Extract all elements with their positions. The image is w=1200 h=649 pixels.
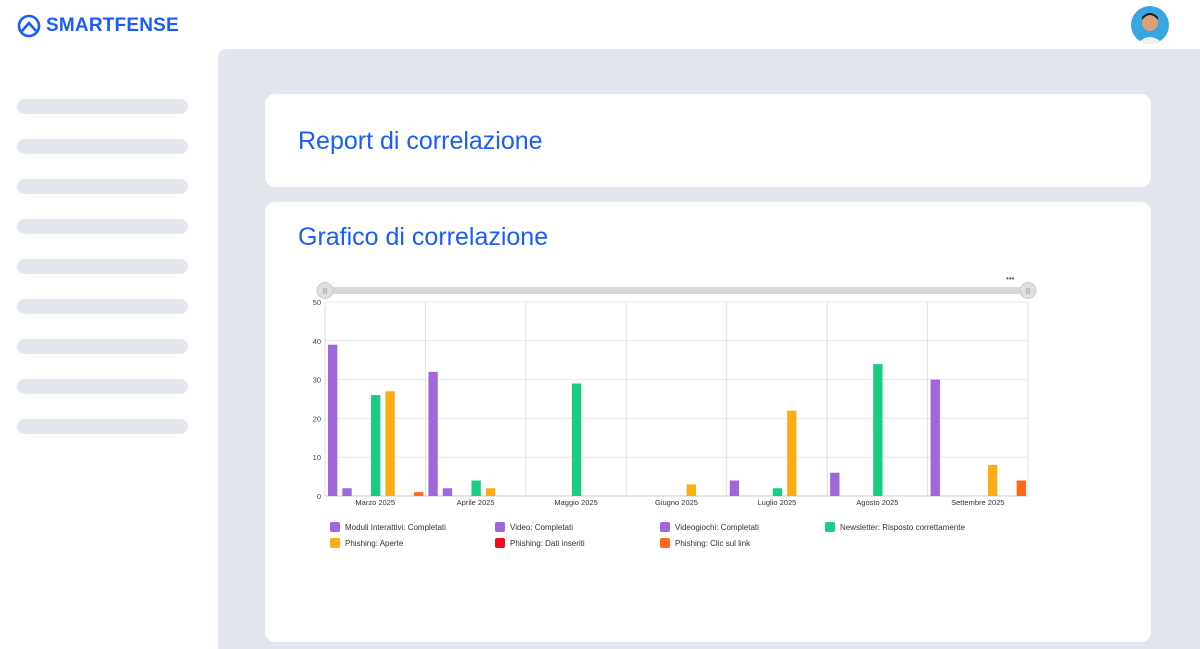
zoom-slider-track[interactable] — [325, 287, 1028, 294]
y-tick-label: 0 — [317, 492, 321, 501]
bar[interactable] — [342, 488, 352, 496]
logo-icon — [17, 14, 41, 38]
legend-swatch — [330, 538, 340, 548]
sidebar-item[interactable] — [17, 419, 188, 434]
legend-item[interactable]: Phishing: Aperte — [330, 538, 495, 548]
legend-label: Phishing: Aperte — [345, 538, 404, 548]
x-tick-label: Agosto 2025 — [856, 498, 898, 507]
bar[interactable] — [385, 391, 395, 496]
legend-label: Moduli Interattivi: Completati — [345, 522, 446, 532]
legend-swatch — [825, 522, 835, 532]
handle-grip-icon: II — [323, 287, 327, 296]
sidebar-item[interactable] — [17, 379, 188, 394]
legend-label: Newsletter: Risposto correttamente — [840, 522, 965, 532]
chart-title: Grafico di correlazione — [298, 223, 549, 251]
legend-swatch — [660, 538, 670, 548]
x-tick-label: Maggio 2025 — [554, 498, 597, 507]
brand-name: SMARTFENSE — [46, 15, 179, 36]
legend-swatch — [495, 538, 505, 548]
handle-grip-icon: II — [1026, 287, 1030, 296]
avatar[interactable] — [1131, 6, 1169, 44]
correlation-chart: II II 0 10 20 30 40 50 Marzo 2025 Aprile 2025 Magg… — [313, 282, 1037, 507]
legend-swatch — [495, 522, 505, 532]
bar[interactable] — [729, 480, 740, 496]
legend-item[interactable]: Moduli Interattivi: Completati — [330, 522, 495, 532]
y-tick-label: 40 — [313, 337, 321, 346]
sidebar-item[interactable] — [17, 99, 188, 114]
bar[interactable] — [414, 492, 424, 496]
legend-item[interactable]: Phishing: Dati inseriti — [495, 538, 660, 548]
chart-legend: Moduli Interattivi: Completati Video: Com… — [330, 522, 1030, 548]
zoom-slider-handle[interactable] — [1019, 282, 1037, 299]
report-card: Report di correlazione — [265, 94, 1151, 187]
legend-label: Videogiochi: Completati — [675, 522, 759, 532]
bar[interactable] — [428, 371, 438, 496]
legend-label: Phishing: Dati inseriti — [510, 538, 585, 548]
bar[interactable] — [987, 464, 998, 496]
bar[interactable] — [371, 395, 381, 496]
x-tick-label: Marzo 2025 — [355, 498, 395, 507]
y-tick-label: 30 — [313, 376, 321, 385]
bar[interactable] — [830, 472, 840, 496]
bar[interactable] — [873, 364, 883, 496]
legend-item[interactable]: Videogiochi: Completati — [660, 522, 825, 532]
bar[interactable] — [328, 344, 338, 496]
chart-menu-icon[interactable]: ••• — [1006, 274, 1015, 283]
y-tick-label: 10 — [313, 453, 321, 462]
sidebar-item[interactable] — [17, 259, 188, 274]
bar[interactable] — [787, 410, 797, 496]
y-tick-label: 20 — [313, 414, 321, 423]
chart-card: Grafico di correlazione ••• — [265, 202, 1151, 642]
bar[interactable] — [686, 484, 697, 496]
brand-logo[interactable]: SMARTFENSE — [17, 14, 179, 38]
legend-item[interactable]: Phishing: Clic sul link — [660, 538, 825, 548]
bar[interactable] — [442, 488, 453, 496]
x-tick-label: Aprile 2025 — [457, 498, 495, 507]
sidebar-item[interactable] — [17, 339, 188, 354]
legend-item[interactable]: Newsletter: Risposto correttamente — [825, 522, 1025, 532]
x-tick-label: Luglio 2025 — [758, 498, 797, 507]
x-tick-label: Settembre 2025 — [951, 498, 1004, 507]
legend-label: Phishing: Clic sul link — [675, 538, 751, 548]
legend-swatch — [330, 522, 340, 532]
bar[interactable] — [1016, 480, 1026, 496]
zoom-slider-handle[interactable] — [316, 282, 334, 299]
sidebar-item[interactable] — [17, 139, 188, 154]
sidebar-item[interactable] — [17, 219, 188, 234]
x-tick-label: Giugno 2025 — [655, 498, 698, 507]
legend-label: Video: Completati — [510, 522, 573, 532]
legend-item[interactable]: Video: Completati — [495, 522, 660, 532]
sidebar-item[interactable] — [17, 179, 188, 194]
bar[interactable] — [471, 480, 481, 496]
sidebar-item[interactable] — [17, 299, 188, 314]
bar[interactable] — [571, 383, 582, 496]
page-title: Report di correlazione — [298, 127, 543, 155]
legend-swatch — [660, 522, 670, 532]
y-tick-label: 50 — [313, 298, 321, 307]
bar[interactable] — [772, 488, 783, 496]
bar[interactable] — [930, 379, 940, 496]
bar[interactable] — [485, 488, 496, 496]
